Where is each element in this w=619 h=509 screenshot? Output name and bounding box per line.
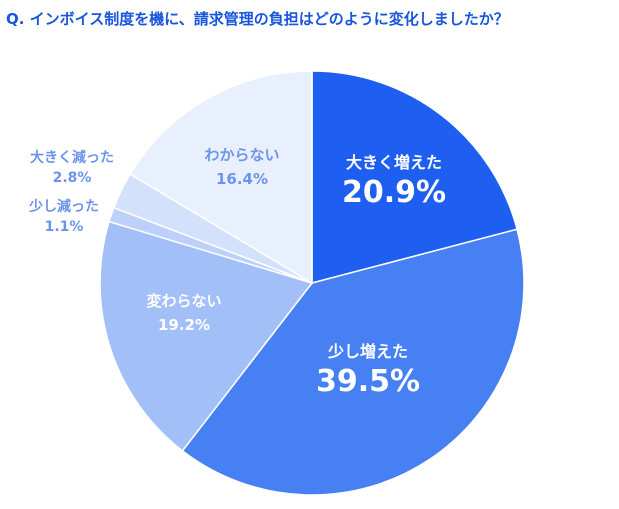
slice-label: 変わらない	[146, 292, 221, 310]
slice-label: 大きく増えた	[346, 153, 442, 172]
slice-label: わからない	[204, 146, 279, 164]
slice-label: 大きく減った	[30, 149, 114, 166]
slice-value-label: 39.5%	[316, 364, 420, 399]
pie-slices	[99, 70, 525, 496]
pie-slice	[99, 220, 314, 452]
pie-slice	[129, 70, 313, 285]
slice-value-label: 20.9%	[342, 175, 446, 210]
slice-value-label: 2.8%	[53, 170, 92, 186]
pie-slice	[311, 70, 518, 284]
chart-title: Q. インボイス制度を機に、請求管理の負担はどのように変化しましたか？	[6, 10, 509, 28]
slice-value-label: 19.2%	[158, 316, 210, 334]
pie-slice	[181, 228, 525, 496]
slice-label: 少し増えた	[327, 342, 408, 361]
pie-labels: 大きく増えた 20.9% 少し増えた 39.5% 変わらない 19.2% 少し減った 1.1%…	[28, 146, 446, 399]
slice-value-label: 1.1%	[45, 219, 84, 235]
slice-label: 少し減った	[28, 198, 99, 215]
slice-value-label: 16.4%	[216, 170, 268, 188]
